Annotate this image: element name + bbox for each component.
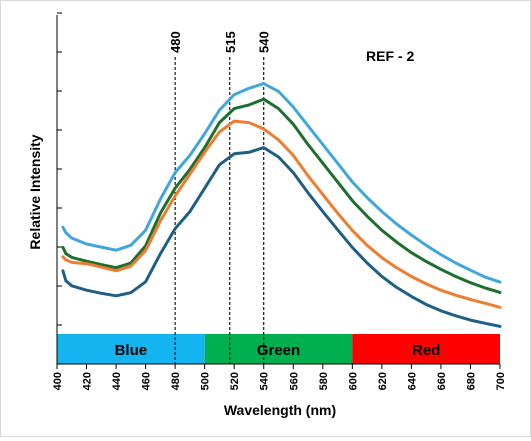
x-tick-label: 600: [347, 372, 359, 390]
x-tick-label: 680: [465, 372, 477, 390]
x-tick-label: 520: [229, 372, 241, 390]
x-tick-label: 560: [288, 372, 300, 390]
x-tick-label: 580: [318, 372, 330, 390]
x-tick-label: 400: [52, 372, 64, 390]
reference-line-label: 480: [168, 31, 183, 53]
y-axis-label: Relative Intensity: [27, 134, 43, 249]
color-band-label: Green: [257, 342, 300, 359]
series-line-2: [61, 97, 502, 294]
reference-line-label: 540: [257, 31, 272, 53]
x-tick-label: 480: [170, 372, 182, 390]
x-tick-label: 500: [200, 372, 212, 390]
x-axis-label: Wavelength (nm): [224, 402, 336, 418]
color-band-blue: [57, 334, 205, 364]
series-line-3: [61, 119, 502, 309]
reference-line-label: 515: [223, 31, 238, 53]
color-band-label: Blue: [115, 342, 148, 359]
x-tick-label: 440: [111, 372, 123, 390]
color-band-red: [352, 334, 500, 364]
color-bands: Blue Green Red: [57, 334, 500, 364]
series-lines: [61, 82, 502, 328]
x-tick-label: 660: [436, 372, 448, 390]
x-tick-label: 460: [141, 372, 153, 390]
x-tick-label: 640: [406, 372, 418, 390]
axes: 400 420 440 460 480 500 520 540 560 580 600 620 640 6…: [52, 12, 507, 390]
series-line-1: [61, 82, 502, 284]
chart-annotation: REF - 2: [366, 48, 414, 64]
reference-lines: 480 515 540: [168, 31, 272, 364]
x-tick-label: 540: [259, 372, 271, 390]
series-line-4: [61, 146, 502, 328]
x-tick-label: 620: [377, 372, 389, 390]
x-tick-label: 700: [495, 372, 507, 390]
color-band-label: Red: [412, 342, 440, 359]
x-tick-label: 420: [82, 372, 94, 390]
